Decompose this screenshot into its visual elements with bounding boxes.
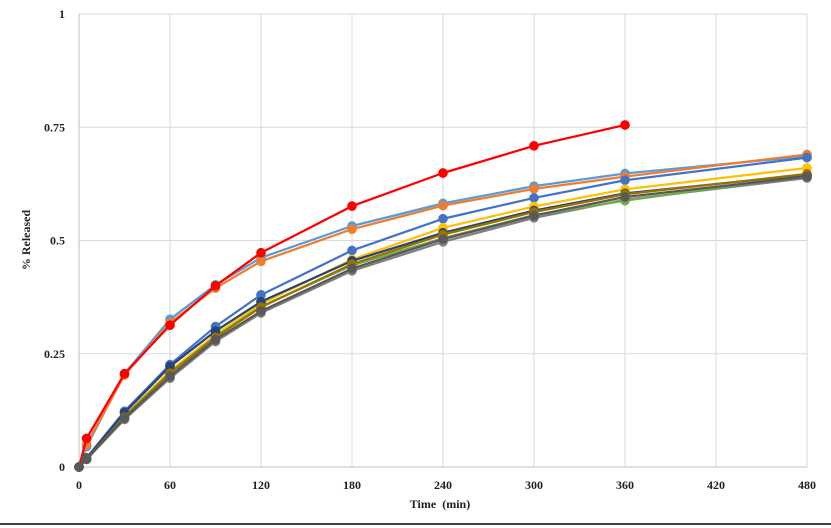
data-point bbox=[81, 454, 92, 465]
data-point bbox=[438, 168, 448, 178]
data-point bbox=[119, 368, 130, 379]
y-tick-label: 1 bbox=[59, 7, 65, 21]
data-point bbox=[438, 234, 448, 244]
data-point bbox=[347, 201, 357, 211]
data-point bbox=[165, 371, 175, 382]
data-point bbox=[119, 413, 130, 423]
y-tick-label: 0 bbox=[59, 460, 65, 474]
gridlines bbox=[79, 13, 808, 467]
x-tick-label: 60 bbox=[164, 478, 176, 492]
data-point bbox=[438, 200, 448, 211]
x-tick-label: 240 bbox=[434, 478, 452, 492]
data-point bbox=[347, 224, 357, 235]
series-10 bbox=[74, 171, 812, 472]
y-tick-label: 0.25 bbox=[44, 347, 65, 361]
x-tick-label: 0 bbox=[76, 478, 82, 492]
data-point bbox=[210, 280, 221, 291]
data-point bbox=[256, 247, 266, 258]
axes bbox=[78, 14, 807, 468]
data-point bbox=[529, 193, 539, 203]
data-point bbox=[529, 184, 539, 194]
tick-labels: 0 60 120 180 240 300 360 420 480 0 0.25 0.5 0.75 1 bbox=[44, 7, 816, 492]
data-point bbox=[165, 320, 175, 331]
y-tick-label: 0.75 bbox=[44, 120, 65, 134]
x-tick-label: 480 bbox=[798, 478, 816, 492]
x-tick-label: 360 bbox=[616, 478, 634, 492]
x-axis-title: Time (min) bbox=[410, 497, 470, 511]
data-point bbox=[81, 433, 92, 444]
data-point bbox=[256, 256, 266, 267]
data-point bbox=[74, 462, 84, 472]
data-point bbox=[620, 192, 630, 202]
data-point bbox=[347, 245, 357, 256]
y-tick-label: 0.5 bbox=[50, 234, 65, 248]
data-point bbox=[529, 140, 539, 151]
data-point bbox=[347, 263, 357, 274]
x-tick-label: 420 bbox=[707, 478, 725, 492]
x-tick-label: 300 bbox=[525, 478, 543, 492]
x-tick-label: 120 bbox=[252, 478, 270, 492]
data-point bbox=[620, 120, 630, 130]
data-point bbox=[620, 175, 630, 186]
data-point bbox=[802, 171, 812, 182]
x-tick-label: 180 bbox=[343, 478, 361, 492]
y-axis-title: % Released bbox=[19, 210, 33, 271]
series-line bbox=[77, 123, 627, 469]
data-point bbox=[529, 210, 539, 221]
data-point bbox=[210, 334, 221, 345]
series-lines bbox=[74, 120, 812, 472]
data-point bbox=[256, 306, 266, 317]
data-point bbox=[438, 213, 448, 224]
data-point bbox=[802, 152, 812, 163]
